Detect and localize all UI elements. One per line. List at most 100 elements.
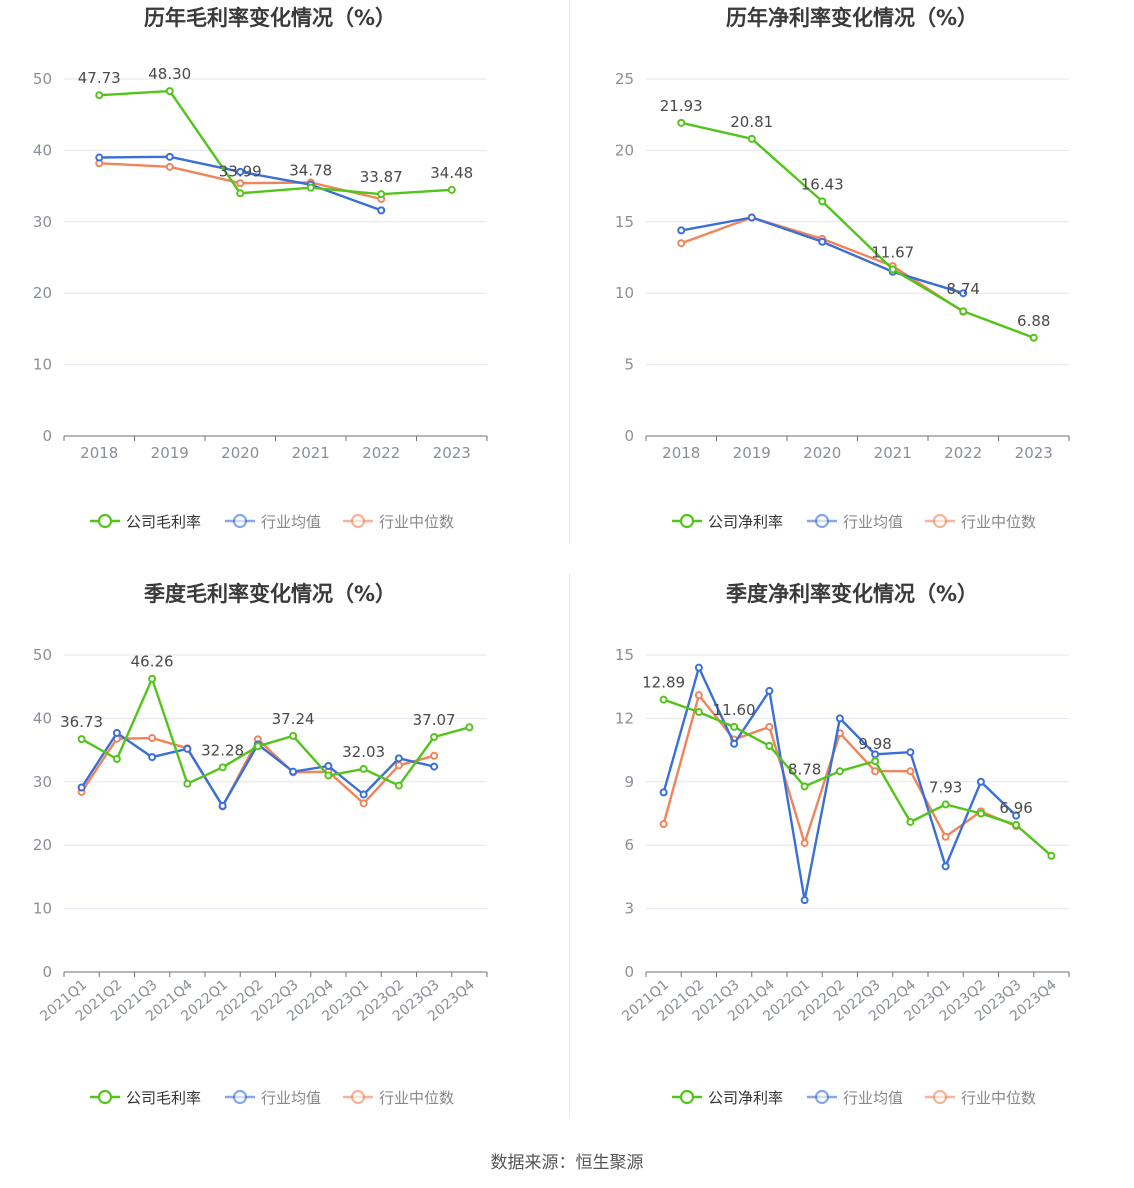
data-point xyxy=(694,663,703,672)
y-tick-label: 15 xyxy=(615,213,634,231)
legend-label: 公司毛利率 xyxy=(126,513,201,531)
chart-title: 历年毛利率变化情况（%） xyxy=(144,6,396,30)
y-tick-label: 6 xyxy=(624,836,634,854)
legend-swatch-marker xyxy=(679,1089,695,1105)
data-point xyxy=(677,226,686,235)
chart-title: 历年净利率变化情况（%） xyxy=(726,6,978,30)
data-label: 47.73 xyxy=(78,69,121,87)
legend-swatch-marker xyxy=(932,513,948,529)
data-point xyxy=(465,723,474,732)
data-point xyxy=(747,134,756,143)
legend-swatch-marker xyxy=(97,513,113,529)
data-point xyxy=(871,767,880,776)
data-point xyxy=(77,735,86,744)
data-point xyxy=(148,753,157,762)
y-tick-label: 30 xyxy=(33,213,52,231)
data-point xyxy=(659,788,668,797)
legend-swatch-marker xyxy=(814,1089,830,1105)
y-tick-label: 0 xyxy=(624,427,634,445)
legend-swatch-marker xyxy=(932,1089,948,1105)
y-tick-label: 15 xyxy=(615,646,634,664)
data-point xyxy=(430,762,439,771)
chart-2: 历年净利率变化情况（%） 0 5 10 15 20 25 2018 2019 2020 2021 20… xyxy=(615,6,1070,531)
legend-label: 行业均值 xyxy=(261,1089,321,1107)
data-label: 7.93 xyxy=(929,778,962,796)
data-point xyxy=(976,777,985,786)
data-label: 8.74 xyxy=(947,280,980,298)
data-point xyxy=(1029,333,1038,342)
y-tick-label: 0 xyxy=(624,963,634,981)
data-point xyxy=(218,801,227,810)
data-point xyxy=(835,767,844,776)
legend-swatch-marker xyxy=(350,1089,366,1105)
data-label: 46.26 xyxy=(131,653,174,671)
y-tick-label: 5 xyxy=(624,356,634,374)
y-tick-label: 3 xyxy=(624,900,634,918)
x-tick-label: 2019 xyxy=(733,444,771,462)
data-label: 37.07 xyxy=(413,711,456,729)
data-point xyxy=(148,734,157,743)
legend: 公司净利率 行业均值 行业中位数 xyxy=(672,1089,1036,1107)
x-tick-label: 2022 xyxy=(362,444,400,462)
legend-swatch-marker xyxy=(679,513,695,529)
data-point xyxy=(377,190,386,199)
data-point xyxy=(253,742,262,751)
chart-4: 季度净利率变化情况（%）036912152021Q12021Q22021Q320… xyxy=(615,582,1070,1107)
data-point xyxy=(730,722,739,731)
legend-swatch-marker xyxy=(350,513,366,529)
y-tick-label: 20 xyxy=(615,141,634,159)
y-tick-label: 30 xyxy=(33,773,52,791)
data-label: 36.73 xyxy=(60,713,103,731)
chart-1: 历年毛利率变化情况（%） 0 10 20 30 40 50 2018 2019 2020 2021 2… xyxy=(33,6,488,531)
y-tick-label: 20 xyxy=(33,836,52,854)
data-point xyxy=(694,691,703,700)
data-point xyxy=(359,764,368,773)
legend-label: 行业均值 xyxy=(843,513,903,531)
legend-label: 行业均值 xyxy=(843,1089,903,1107)
data-point xyxy=(659,695,668,704)
data-point xyxy=(95,91,104,100)
source-footer: 数据来源：恒生聚源 xyxy=(491,1153,644,1173)
data-point xyxy=(324,771,333,780)
data-point xyxy=(394,761,403,770)
chart-title: 季度净利率变化情况（%） xyxy=(726,582,978,606)
x-tick-label: 2021 xyxy=(874,444,912,462)
data-point xyxy=(765,722,774,731)
y-tick-label: 25 xyxy=(615,70,634,88)
data-label: 34.78 xyxy=(289,162,332,180)
legend-label: 行业中位数 xyxy=(379,1089,454,1107)
legend-label: 公司毛利率 xyxy=(126,1089,201,1107)
legend: 公司毛利率 行业均值 行业中位数 xyxy=(90,1089,454,1107)
data-point xyxy=(1012,820,1021,829)
y-tick-label: 40 xyxy=(33,709,52,727)
data-point xyxy=(236,167,245,176)
x-tick-label: 2021 xyxy=(292,444,330,462)
data-label: 9.98 xyxy=(858,735,891,753)
series-line-0 xyxy=(99,89,452,196)
data-point xyxy=(747,213,756,222)
vertical-divider-lower xyxy=(569,573,570,1118)
data-point xyxy=(959,307,968,316)
data-point xyxy=(289,731,298,740)
data-point xyxy=(765,741,774,750)
data-point xyxy=(447,185,456,194)
data-point xyxy=(394,781,403,790)
data-point xyxy=(306,183,315,192)
legend-swatch-marker xyxy=(814,513,830,529)
data-point xyxy=(694,708,703,717)
data-point xyxy=(906,748,915,757)
data-point xyxy=(165,152,174,161)
data-point xyxy=(183,744,192,753)
data-label: 6.96 xyxy=(999,799,1032,817)
data-point xyxy=(800,896,809,905)
data-point xyxy=(941,800,950,809)
data-point xyxy=(1047,851,1056,860)
x-tick-label: 2022 xyxy=(944,444,982,462)
legend: 公司净利率 行业均值 行业中位数 xyxy=(672,513,1036,531)
x-tick-label: 2023 xyxy=(433,444,471,462)
series-line-0 xyxy=(81,677,470,787)
x-tick-label: 2023 xyxy=(1015,444,1053,462)
legend-label: 公司净利率 xyxy=(708,1089,783,1107)
vertical-divider xyxy=(569,0,570,544)
legend: 公司毛利率 行业均值 行业中位数 xyxy=(90,513,454,531)
